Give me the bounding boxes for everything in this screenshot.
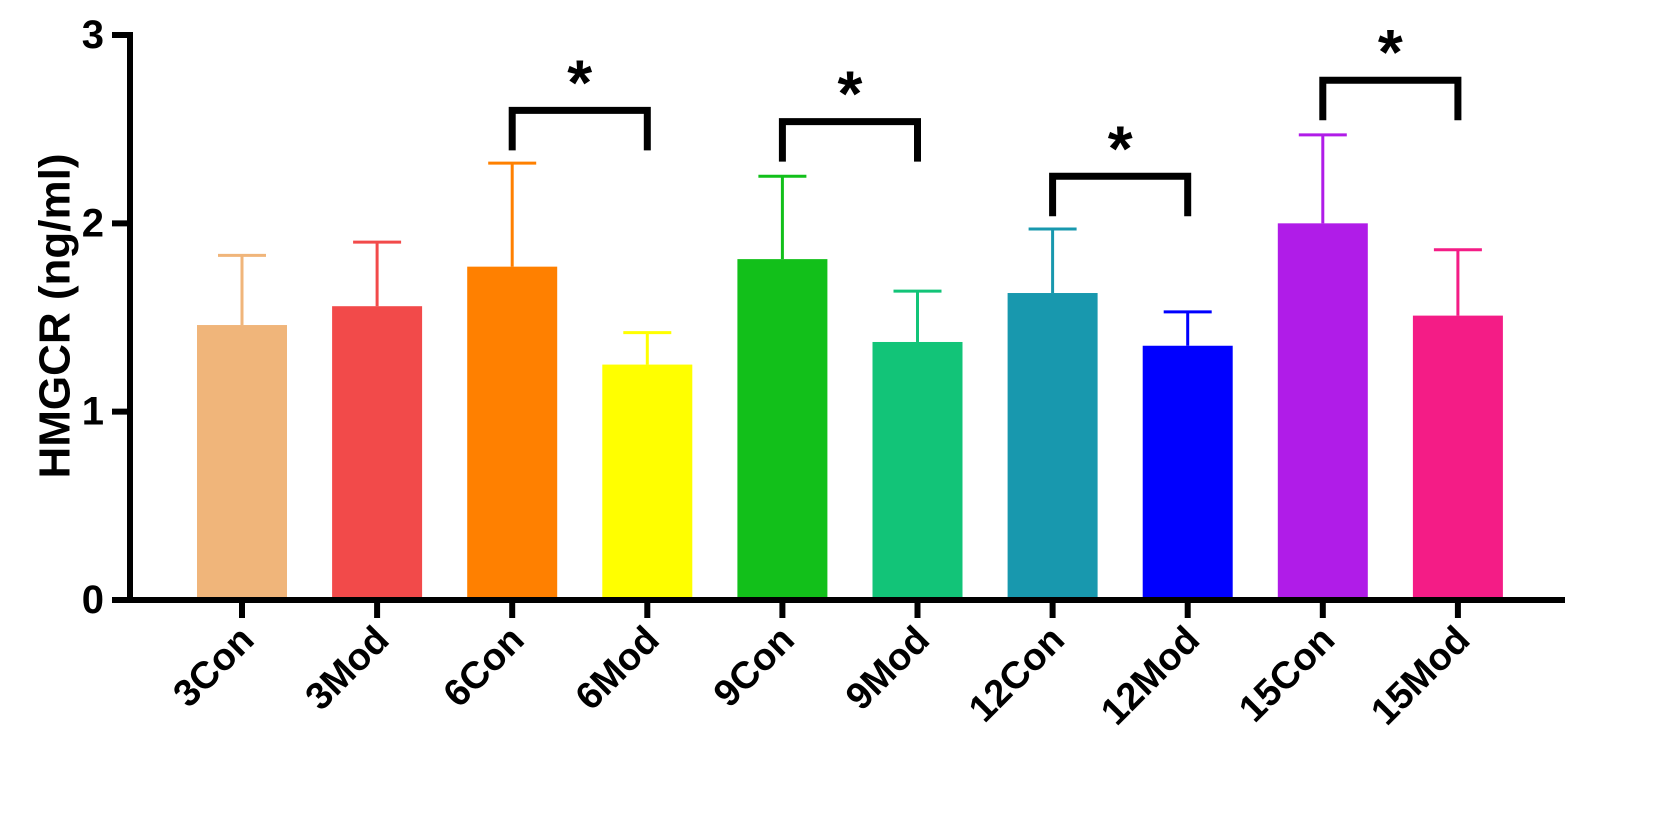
bar-6Mod <box>602 364 693 600</box>
bar-12Mod <box>1142 345 1233 600</box>
bar-6Con <box>467 266 558 600</box>
x-tick-label-3Con: 3Con <box>165 619 262 716</box>
y-tick-label-3: 3 <box>82 13 104 57</box>
y-tick-label-0: 0 <box>82 578 104 622</box>
significance-bracket-15Con-15Mod <box>1319 76 1462 121</box>
bar-9Con <box>737 259 828 600</box>
x-tick-label-6Con: 6Con <box>436 619 533 716</box>
x-ticks: 3Con 3Mod 6Con 6Mod 9Con 9Mod 12Con 12Mod 15Con 1… <box>165 600 1478 733</box>
significance-star-9Con-9Mod: * <box>837 58 862 130</box>
y-tick-label-1: 1 <box>82 390 104 434</box>
bar-3Mod <box>332 306 423 600</box>
x-tick-label-9Con: 9Con <box>706 619 803 716</box>
significance-bracket-12Con-12Mod <box>1049 172 1192 217</box>
bars <box>197 223 1503 601</box>
significance-brackets: * * * * <box>508 16 1462 217</box>
significance-bracket-6Con-6Mod <box>508 106 651 151</box>
x-tick-label-9Mod: 9Mod <box>838 619 938 719</box>
significance-star-12Con-12Mod: * <box>1108 112 1133 184</box>
significance-star-15Con-15Mod: * <box>1378 16 1403 88</box>
y-axis-label: HMGCR (ng/ml) <box>31 153 80 478</box>
bar-9Mod <box>872 341 963 600</box>
significance-bracket-9Con-9Mod <box>778 118 921 162</box>
x-tick-label-6Mod: 6Mod <box>568 619 668 719</box>
x-tick-label-15Con: 15Con <box>1231 619 1343 731</box>
bar-3Con <box>197 325 287 600</box>
y-ticks: 0 1 2 3 <box>82 13 130 622</box>
bar-12Con <box>1007 293 1098 600</box>
bar-15Con <box>1277 223 1368 601</box>
bar-15Mod <box>1412 315 1503 600</box>
y-tick-label-2: 2 <box>82 201 104 245</box>
x-tick-label-12Con: 12Con <box>961 619 1073 731</box>
x-tick-label-15Mod: 15Mod <box>1363 619 1478 734</box>
x-tick-label-12Mod: 12Mod <box>1093 619 1208 734</box>
error-bars <box>218 133 1482 365</box>
x-tick-label-3Mod: 3Mod <box>298 619 398 719</box>
significance-star-6Con-6Mod: * <box>567 46 592 118</box>
